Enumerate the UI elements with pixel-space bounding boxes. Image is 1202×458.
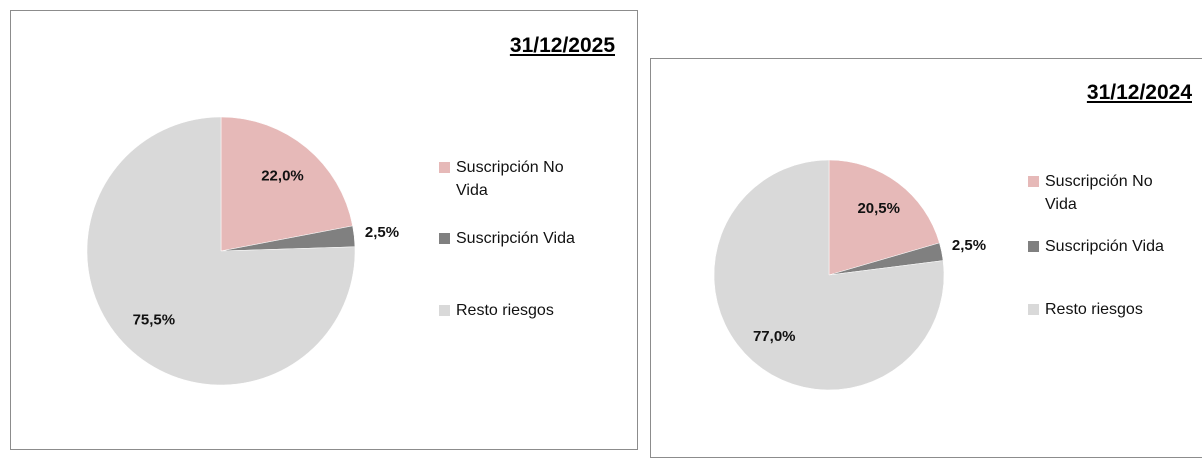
pie-slice	[86, 116, 356, 386]
pie-slice	[713, 159, 945, 391]
page: 22,0%2,5%75,5%20,5%2,5%77,0% (() => { co…	[10, 10, 1202, 458]
chart-title: 31/12/2024	[1086, 81, 1192, 104]
legend-label: Suscripción No Vida	[1045, 173, 1153, 213]
data-label: 20,5%	[857, 200, 900, 217]
legend-label: Suscripción Vida	[1045, 238, 1164, 255]
data-label: 2,5%	[365, 224, 399, 241]
legend-swatch	[1028, 241, 1039, 252]
charts: 22,0% 2,5% 75,5% 20,5% 2,5% 77,0%	[86, 116, 986, 391]
pie-slice	[828, 159, 940, 276]
legend-label: Resto riesgos	[1045, 301, 1143, 318]
legend-swatch	[1028, 176, 1039, 187]
legend-swatch	[439, 233, 450, 244]
data-label: 75,5%	[133, 311, 176, 328]
data-label: 77,0%	[753, 328, 796, 345]
legend-label: Suscripción Vida	[456, 230, 575, 247]
legend-swatch	[439, 162, 450, 173]
pie-slice	[220, 116, 353, 252]
legend-label: Resto riesgos	[456, 302, 554, 319]
chart-title: 31/12/2025	[509, 34, 615, 57]
legend-swatch	[1028, 304, 1039, 315]
data-label: 22,0%	[261, 168, 304, 185]
data-label: 2,5%	[952, 237, 986, 254]
legend-swatch	[439, 305, 450, 316]
legend-label: Suscripción No Vida	[456, 159, 564, 199]
